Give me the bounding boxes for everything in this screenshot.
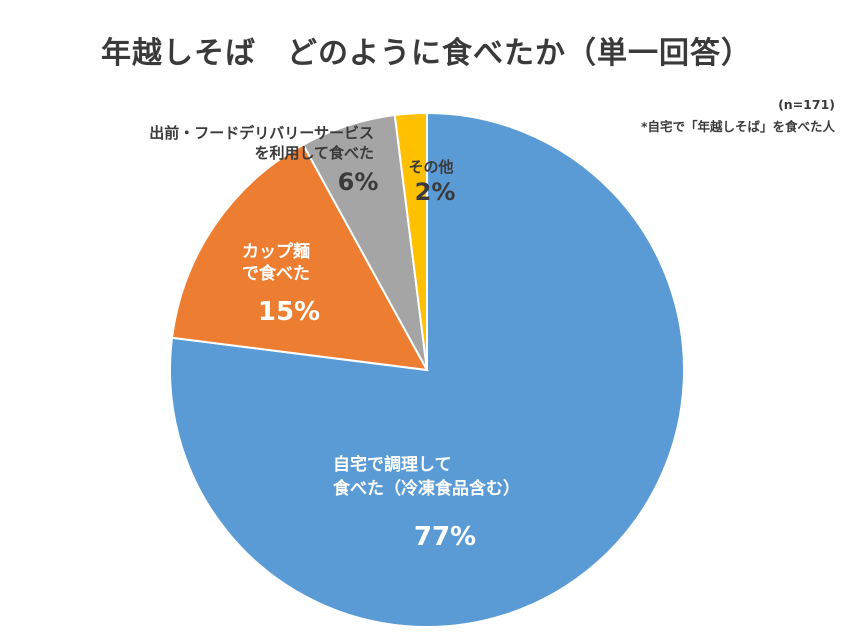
pie-slices xyxy=(169,111,685,628)
slice-label-1: カップ麺で食べた xyxy=(242,241,310,284)
chart-title: 年越しそば どのように食べたか（単一回答） xyxy=(101,36,752,71)
pie-slice-1 xyxy=(170,143,429,372)
respondent-note: *自宅で「年越しそば」を食べた人 xyxy=(640,119,835,134)
slice-value-label-1: 15% xyxy=(258,297,320,327)
pie-labels: 自宅で調理して食べた（冷凍食品含む） 77% カップ麺で食べた 15% 出前・フードデリ… xyxy=(149,124,520,552)
slice-label-2: 出前・フードデリバリーサービスを利用して食べた xyxy=(149,124,374,162)
slice-value-label-3: 2% xyxy=(415,178,456,206)
slice-label-3: その他 xyxy=(408,158,453,176)
pie-slice-3 xyxy=(393,111,428,371)
slice-value-label-2: 6% xyxy=(338,168,379,196)
slice-label-0: 自宅で調理して食べた（冷凍食品含む） xyxy=(333,454,520,499)
sample-size-note: (n=171) xyxy=(778,97,835,112)
slice-value-label-0: 77% xyxy=(414,522,476,552)
